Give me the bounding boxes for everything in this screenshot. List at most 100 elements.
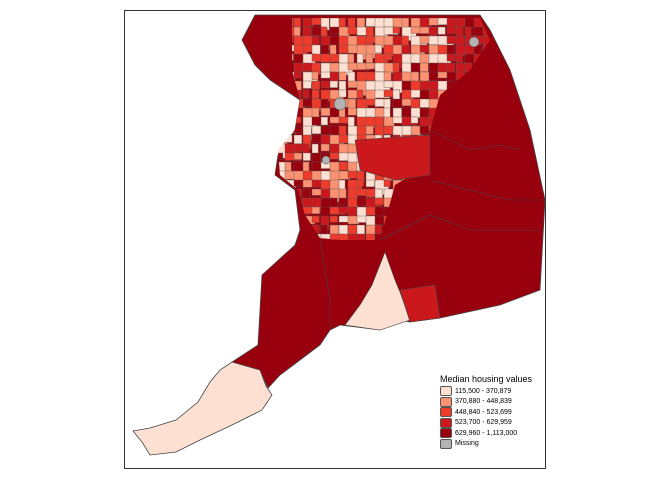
tract	[320, 80, 331, 89]
tract	[428, 26, 438, 36]
tract	[365, 179, 375, 188]
tract	[302, 80, 312, 89]
tract	[383, 71, 392, 82]
missing-tract	[321, 155, 331, 165]
legend-label: 629,960 - 1,113,000	[455, 429, 518, 437]
tract-southwest-tail	[132, 361, 273, 456]
tract	[365, 62, 376, 70]
map-legend: Median housing values 115,500 - 370,879 3…	[440, 374, 532, 449]
tract	[365, 53, 374, 63]
tract	[428, 71, 438, 82]
tract	[278, 224, 287, 233]
tract	[455, 53, 463, 63]
legend-item: Missing	[440, 438, 532, 450]
tract	[392, 89, 400, 100]
tract	[383, 53, 392, 61]
tract	[446, 53, 456, 62]
tract	[492, 18, 501, 31]
tract	[437, 62, 449, 73]
tract-south-light	[344, 251, 411, 331]
legend-swatch	[440, 428, 452, 439]
tract	[278, 116, 288, 133]
legend-swatch	[440, 386, 452, 397]
tract	[278, 152, 284, 160]
map-frame	[124, 10, 546, 469]
tract	[278, 125, 292, 140]
tract	[365, 89, 376, 100]
tract	[302, 89, 310, 99]
legend-item: 370,880 - 448,839	[440, 396, 532, 408]
tract	[365, 125, 374, 135]
tract	[338, 44, 349, 54]
tract	[320, 53, 331, 63]
tract	[302, 18, 314, 27]
tract	[320, 143, 330, 152]
tract	[278, 188, 284, 204]
legend-title: Median housing values	[440, 374, 533, 384]
legend-item: 629,960 - 1,113,000	[440, 428, 532, 439]
legend-swatch	[440, 417, 452, 428]
tract	[365, 233, 376, 240]
tract	[338, 71, 347, 81]
tract	[293, 26, 301, 37]
tract	[278, 215, 290, 226]
tract	[302, 152, 311, 161]
tract	[410, 116, 419, 124]
tract	[311, 80, 320, 90]
tract	[320, 116, 328, 126]
legend-label: 115,500 - 370,879	[455, 387, 512, 395]
tract	[392, 44, 402, 55]
tract	[278, 233, 293, 240]
legend-item: 523,700 - 629,959	[440, 417, 532, 429]
tract	[392, 26, 401, 34]
legend-label: Missing	[455, 440, 479, 448]
tract	[302, 188, 310, 200]
tract	[284, 134, 293, 143]
tract	[374, 233, 384, 240]
tract	[311, 89, 320, 99]
tract	[356, 233, 366, 240]
tract	[446, 35, 458, 44]
tract	[311, 125, 322, 135]
tract	[284, 206, 293, 215]
tract	[347, 18, 356, 29]
tract	[278, 89, 287, 102]
tract	[356, 179, 364, 187]
legend-label: 523,700 - 629,959	[455, 419, 512, 427]
tract	[278, 98, 290, 113]
tract	[383, 179, 391, 187]
tract	[338, 197, 349, 206]
tract	[356, 89, 364, 99]
tract	[284, 107, 298, 115]
legend-swatch	[440, 407, 452, 418]
legend-label: 448,840 - 523,699	[455, 408, 512, 416]
tract	[329, 80, 338, 88]
legend-swatch	[440, 396, 452, 407]
tract	[278, 206, 286, 216]
tract	[374, 44, 383, 54]
tract	[284, 197, 296, 213]
tract	[374, 215, 385, 226]
tract	[338, 89, 347, 98]
tract	[455, 26, 464, 38]
tract-large-red	[354, 134, 431, 181]
tract	[320, 26, 328, 37]
tract	[311, 44, 321, 55]
tract	[446, 44, 455, 55]
legend-item: 115,500 - 370,879	[440, 386, 532, 397]
tract	[374, 98, 391, 107]
legend-label: 370,880 - 448,839	[455, 398, 512, 406]
missing-tract	[468, 36, 480, 48]
legend-swatch	[440, 438, 452, 449]
tract	[329, 179, 340, 191]
tract	[284, 98, 299, 107]
tract	[293, 116, 301, 124]
tract	[492, 27, 502, 34]
missing-tract	[333, 97, 347, 111]
tract	[293, 134, 303, 145]
tract	[278, 107, 292, 116]
tract	[284, 224, 294, 236]
tract	[347, 170, 358, 179]
tract	[329, 215, 338, 223]
